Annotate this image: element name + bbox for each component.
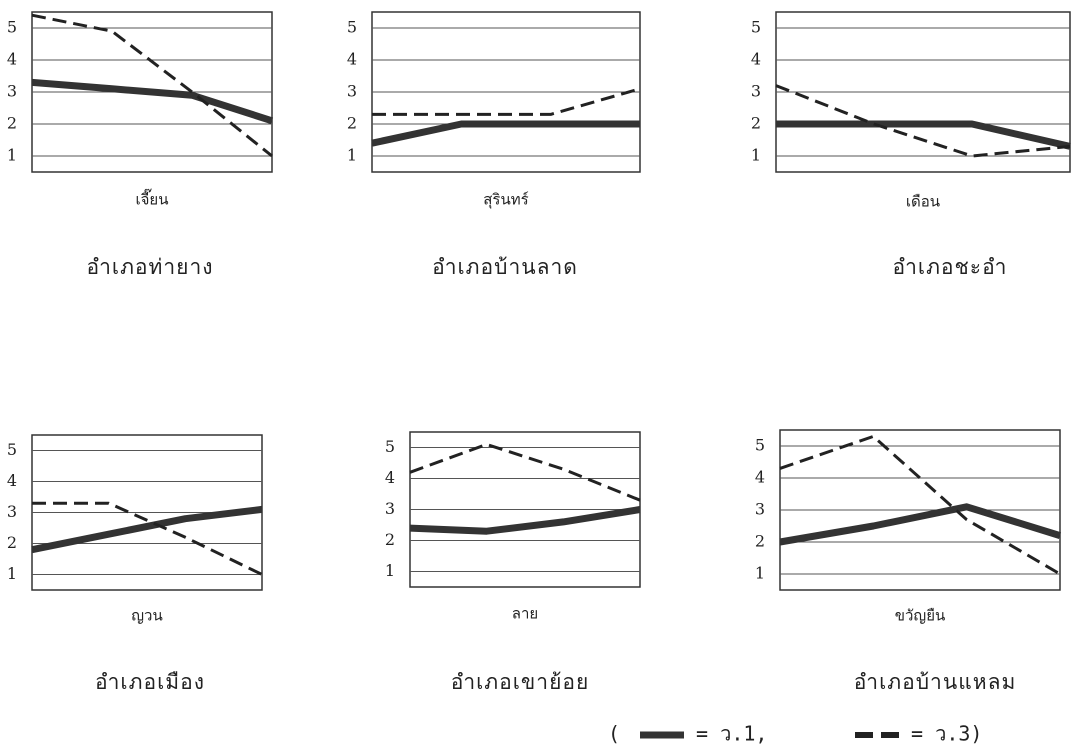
dashed-line — [32, 501, 263, 576]
y-tick-label: 1 — [7, 564, 17, 583]
y-tick-label: 3 — [347, 82, 357, 101]
chart-subtitle: เจี๊ยน — [136, 189, 169, 209]
y-tick-label: 1 — [385, 561, 395, 580]
y-tick-label: 5 — [7, 440, 17, 459]
y-tick-label: 4 — [7, 471, 17, 490]
chart-title: อำเภอท่ายาง — [86, 255, 213, 279]
y-tick-label: 2 — [347, 114, 357, 133]
chart-title: อำเภอเขาย้อย — [451, 670, 590, 694]
chart-title: อำเภอบ้านแหลม — [854, 670, 1017, 694]
solid-line — [409, 506, 641, 535]
chart-title: อำเภอเมือง — [95, 670, 205, 694]
y-tick-label: 3 — [751, 82, 761, 101]
chart-title: อำเภอชะอำ — [893, 255, 1008, 279]
solid-line — [31, 78, 274, 125]
y-tick-label: 1 — [347, 146, 357, 165]
y-tick-label: 2 — [385, 530, 395, 549]
legend-bracket: ( — [608, 722, 620, 746]
y-tick-label: 5 — [755, 436, 765, 455]
y-tick-label: 3 — [7, 502, 17, 521]
y-tick-label: 2 — [755, 532, 765, 551]
y-tick-label: 4 — [751, 50, 761, 69]
y-tick-label: 3 — [385, 499, 395, 518]
chart-subtitle: เดือน — [906, 193, 940, 211]
chart-title: อำเภอบ้านลาด — [432, 255, 578, 279]
legend-label: = ว.1, — [696, 722, 767, 746]
y-tick-label: 4 — [7, 50, 17, 69]
solid-line — [371, 120, 640, 147]
y-tick-label: 4 — [347, 50, 357, 69]
y-tick-label: 5 — [7, 18, 17, 37]
dashed-line — [779, 434, 1061, 576]
solid-line — [776, 120, 1071, 150]
solid-line — [31, 505, 263, 554]
chart-subtitle: ญวน — [131, 607, 162, 625]
y-tick-label: 1 — [7, 146, 17, 165]
y-tick-label: 1 — [751, 146, 761, 165]
y-tick-label: 2 — [7, 533, 17, 552]
y-tick-label: 2 — [7, 114, 17, 133]
chart-subtitle: ขวัญยืน — [895, 607, 946, 625]
y-tick-label: 5 — [751, 18, 761, 37]
y-tick-label: 4 — [755, 468, 765, 487]
solid-line — [779, 503, 1062, 546]
y-tick-label: 5 — [347, 18, 357, 37]
y-tick-label: 5 — [385, 437, 395, 456]
chart-subtitle: ลาย — [512, 605, 538, 623]
y-tick-label: 3 — [755, 500, 765, 519]
y-tick-label: 3 — [7, 82, 17, 101]
dashed-line — [775, 84, 1071, 158]
chart-subtitle: สุรินทร์ — [483, 191, 528, 210]
dashed-line — [372, 87, 641, 116]
dashed-line — [409, 442, 641, 502]
dashed-line — [31, 13, 273, 158]
legend-label: = ว.3) — [911, 722, 982, 746]
y-tick-label: 2 — [751, 114, 761, 133]
y-tick-label: 4 — [385, 468, 395, 487]
y-tick-label: 1 — [755, 564, 765, 583]
